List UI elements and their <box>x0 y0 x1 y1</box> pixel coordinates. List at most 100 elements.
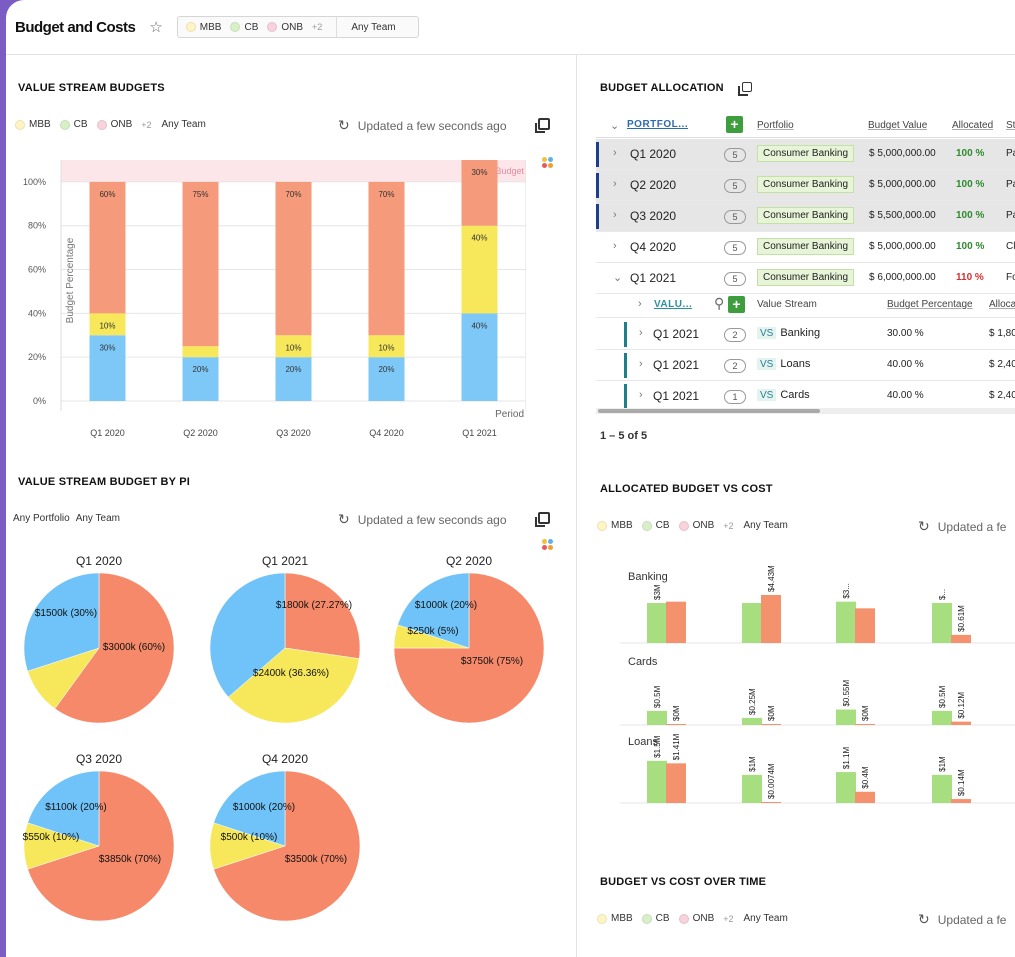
alloc-cell: $ 1,80 <box>989 328 1015 339</box>
portfolio-pill[interactable]: Consumer Banking <box>757 176 855 193</box>
search-icon[interactable]: ⚲ <box>714 295 725 311</box>
refresh-icon[interactable]: ↻ <box>338 117 350 133</box>
expand-row-icon[interactable]: › <box>613 240 617 252</box>
color-palette-icon[interactable] <box>542 157 554 169</box>
period-cell: Q1 2021 <box>653 327 700 341</box>
portfolio-pill[interactable]: Consumer Banking <box>757 269 855 286</box>
vsbpi-filters[interactable]: Any Portfolio Any Team <box>13 513 120 524</box>
column-header-allocated[interactable]: Allocated <box>952 120 994 131</box>
add-sub-row-button[interactable]: + <box>728 296 745 313</box>
column-header-group[interactable]: PORTFOL... <box>627 119 689 130</box>
bar-data-label: 20% <box>285 365 301 374</box>
sub-column-header-group[interactable]: VALU... <box>654 299 693 310</box>
pie-slice-label: $500k (10%) <box>221 832 278 843</box>
period-cell: Q3 2020 <box>630 209 677 223</box>
pie-slice-label: $2400k (36.36%) <box>253 668 329 679</box>
expand-row-icon[interactable]: › <box>613 209 617 221</box>
favorite-star-icon[interactable]: ☆ <box>149 19 163 36</box>
filter-chip-mbb[interactable]: MBB <box>185 22 221 33</box>
expand-row-icon[interactable]: › <box>613 147 617 159</box>
add-row-button[interactable]: + <box>726 116 743 133</box>
pie-slice-label: $1000k (20%) <box>415 600 477 611</box>
bar-segment <box>89 313 126 336</box>
value-stream-cell[interactable]: VS Cards <box>757 389 810 401</box>
expand-icon[interactable] <box>535 118 550 133</box>
pie-slice <box>393 572 545 724</box>
expand-row-icon[interactable]: › <box>639 389 643 401</box>
expand-row-icon[interactable]: ⌄ <box>613 272 623 284</box>
allocation-row[interactable]: › Q2 2020 5 Consumer Banking $ 5,000,000… <box>596 170 1015 201</box>
value-stream-cell[interactable]: VS Loans <box>757 358 810 370</box>
sub-column-header-pct[interactable]: Budget Percentage <box>887 299 973 310</box>
allocation-row[interactable]: › Q1 2020 5 Consumer Banking $ 5,000,000… <box>596 139 1015 170</box>
bar-data-label: 30% <box>471 168 487 177</box>
group-label: Banking <box>628 571 668 583</box>
filter-team[interactable]: Any Team <box>351 21 396 33</box>
app-window: Budget and Costs ☆ MBB CB ONB +2 Any Tea… <box>6 0 1015 957</box>
sub-column-header-alloc[interactable]: Alloca <box>989 299 1015 310</box>
column-header-budget-value[interactable]: Budget Value <box>868 120 928 131</box>
budget-bar-label: $1.5M <box>653 735 662 758</box>
bar-data-label: 60% <box>99 190 115 199</box>
filter-chip-onb[interactable]: ONB <box>267 22 303 33</box>
pagination-label: 1 – 5 of 5 <box>600 430 648 442</box>
pie-title: Q2 2020 <box>446 554 492 568</box>
portfolio-pill[interactable]: Consumer Banking <box>757 238 855 255</box>
bar-segment <box>461 160 498 226</box>
allocation-row[interactable]: › Q4 2020 5 Consumer Banking $ 5,000,000… <box>596 232 1015 263</box>
filter-more[interactable]: +2 <box>312 22 323 32</box>
portfolio-pill[interactable]: Consumer Banking <box>757 207 855 224</box>
sub-column-header-stream[interactable]: Value Stream <box>757 299 817 310</box>
cost-bar-label: $0.4M <box>861 766 870 789</box>
budget-bar <box>742 717 762 725</box>
pie-slice <box>27 770 175 922</box>
page-title: Budget and Costs <box>15 18 136 36</box>
abvc-legend[interactable]: MBB CB ONB +2 Any Team <box>597 520 788 531</box>
budget-bar-label: $1M <box>748 756 757 772</box>
global-filter[interactable]: MBB CB ONB +2 Any Team <box>176 16 419 38</box>
x-tick-label: Q1 2021 <box>462 428 497 438</box>
collapse-all-icon[interactable]: ⌄ <box>610 120 620 132</box>
allocated-budget-vs-cost-chart: Banking$3M $4.43M $3... $... $0.61M Cards $0.5… <box>620 565 1015 804</box>
abvc-updated: ↻ Updated a fe <box>918 518 1007 534</box>
scrollbar-thumb[interactable] <box>598 409 820 413</box>
horizontal-scrollbar[interactable] <box>596 408 1015 414</box>
popout-icon[interactable] <box>738 82 752 96</box>
pct-cell: 40.00 % <box>887 359 924 370</box>
refresh-icon[interactable]: ↻ <box>338 511 350 527</box>
pie-title: Q1 2021 <box>262 554 308 568</box>
vsb-legend[interactable]: MBB CB ONB +2 Any Team <box>15 119 206 130</box>
expand-row-icon[interactable]: › <box>613 178 617 190</box>
budget-bar-label: $3... <box>842 583 851 599</box>
bvct-legend[interactable]: MBB CB ONB +2 Any Team <box>597 913 788 924</box>
expand-row-icon[interactable]: › <box>639 327 643 339</box>
allocation-row[interactable]: › Q3 2020 5 Consumer Banking $ 5,500,000… <box>596 201 1015 232</box>
budget-bar <box>647 710 667 725</box>
bar-data-label: 40% <box>471 321 487 330</box>
over-budget-band <box>61 160 526 182</box>
color-palette-icon[interactable] <box>542 539 554 551</box>
column-header-status[interactable]: St <box>1006 120 1015 131</box>
sub-allocation-row[interactable]: › Q1 2021 2 VS Loans 40.00 % $ 2,40 <box>596 350 1015 381</box>
filter-chip-cb[interactable]: CB <box>230 22 258 33</box>
value-stream-cell[interactable]: VS Banking <box>757 327 820 339</box>
period-cell: Q1 2021 <box>653 358 700 372</box>
portfolio-pill[interactable]: Consumer Banking <box>757 145 855 162</box>
budget-bar <box>932 603 952 643</box>
refresh-icon[interactable]: ↻ <box>918 518 930 534</box>
bar-segment <box>368 335 405 358</box>
allocation-row[interactable]: ⌄ Q1 2021 5 Consumer Banking $ 6,000,000… <box>596 263 1015 294</box>
budget-bar <box>742 603 762 643</box>
bar-segment <box>89 181 126 314</box>
bar-data-label: 70% <box>378 190 394 199</box>
refresh-icon[interactable]: ↻ <box>918 911 930 927</box>
cost-bar <box>666 724 686 725</box>
expand-row-icon[interactable]: › <box>639 358 643 370</box>
sub-allocation-row[interactable]: › Q1 2021 2 VS Banking 30.00 % $ 1,80 <box>596 319 1015 350</box>
column-header-portfolio[interactable]: Portfolio <box>757 120 794 131</box>
cost-bar <box>855 791 875 803</box>
expand-icon[interactable] <box>535 512 550 527</box>
abvc-title: ALLOCATED BUDGET VS COST <box>600 483 773 495</box>
bar-data-label: 20% <box>192 365 208 374</box>
cost-bar <box>951 721 971 725</box>
